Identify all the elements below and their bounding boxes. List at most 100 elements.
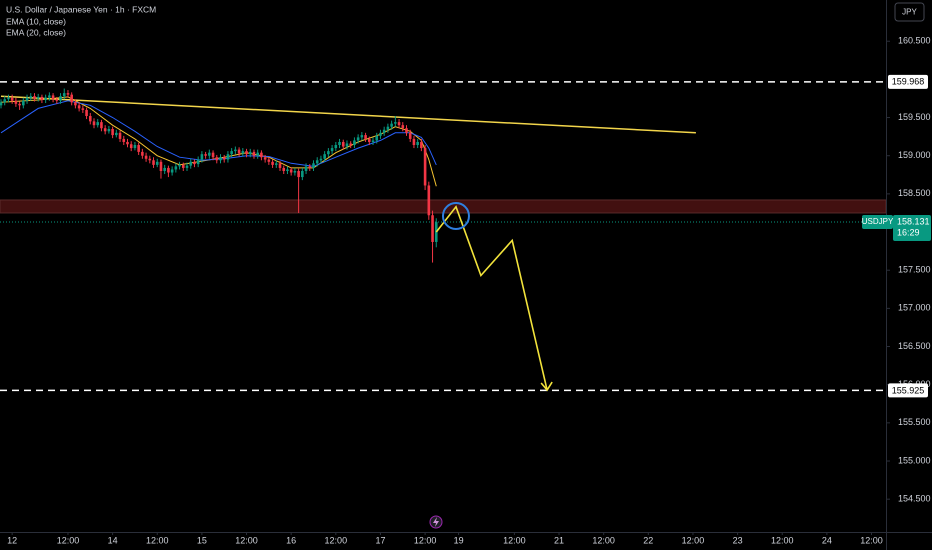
candle-body	[129, 144, 133, 149]
candle-body	[379, 132, 382, 136]
candle-body	[170, 169, 174, 173]
currency-button[interactable]	[894, 2, 925, 22]
candle-body	[144, 155, 148, 159]
candle-body	[260, 152, 263, 158]
candle-body	[397, 122, 401, 126]
candle-body	[293, 170, 297, 173]
price-badge	[893, 215, 931, 242]
candle-body	[107, 128, 111, 132]
level-badge	[888, 74, 928, 89]
y-tick-label: 159.000	[898, 150, 931, 160]
candle-body	[126, 141, 129, 145]
candle-body	[408, 132, 412, 139]
candle-body	[364, 135, 367, 139]
candle-body	[245, 151, 248, 155]
x-tick-label: 12:00	[592, 535, 615, 545]
candle-body	[59, 96, 62, 101]
candle-body	[77, 105, 81, 109]
candle-body	[3, 99, 7, 103]
candle-body	[327, 151, 330, 155]
candle-body	[33, 96, 36, 99]
candle-body	[248, 151, 252, 155]
candle-body	[55, 99, 59, 101]
candle-body	[219, 157, 222, 161]
candle-body	[434, 222, 438, 242]
candle-body	[427, 185, 431, 216]
candle-body	[62, 93, 66, 97]
marker-circle	[441, 202, 470, 231]
candle-body	[7, 97, 10, 100]
candle-body	[133, 145, 137, 149]
candle-body	[252, 151, 256, 156]
candle-body	[267, 159, 271, 162]
candle-body	[323, 154, 326, 159]
candle-body	[29, 96, 33, 98]
candle-body	[416, 141, 419, 146]
x-tick-label: 17	[375, 535, 385, 545]
y-tick-label: 158.500	[898, 188, 931, 198]
indicator-label[interactable]: EMA (10, close)	[6, 16, 66, 26]
candle-body	[241, 151, 245, 154]
candle-body	[226, 154, 230, 160]
candle-body	[196, 159, 200, 165]
candle-body	[386, 126, 390, 130]
x-tick-label: 12:00	[235, 535, 258, 545]
candle-body	[282, 167, 286, 171]
candle-body	[360, 135, 364, 138]
x-tick-label: 16	[286, 535, 296, 545]
projection	[435, 205, 548, 391]
candle-body	[74, 102, 77, 106]
candle-body	[208, 152, 211, 156]
candle-body	[51, 95, 55, 100]
candle-body	[401, 125, 405, 129]
candle-body	[115, 132, 118, 136]
x-tick-label: 14	[108, 535, 118, 545]
candle-body	[178, 164, 181, 167]
candle-body	[390, 123, 393, 127]
symbol-badge	[862, 215, 893, 230]
candle-body	[85, 109, 88, 117]
candle-body	[338, 141, 341, 146]
candle-body	[371, 140, 375, 142]
candle-body	[18, 103, 21, 106]
candle-body	[215, 157, 219, 161]
candle-body	[10, 97, 14, 101]
indicator-label[interactable]: EMA (20, close)	[6, 27, 66, 37]
candle-body	[308, 166, 312, 168]
candle-body	[159, 161, 163, 171]
candle-body	[237, 149, 241, 154]
x-tick-label: 21	[554, 535, 564, 545]
x-tick-label: 12	[7, 535, 17, 545]
level-label: 155.925	[892, 385, 925, 395]
y-tick-label: 155.500	[898, 417, 931, 427]
price-label: 158.131	[897, 216, 930, 226]
candle-body	[122, 138, 126, 142]
candle-body	[375, 135, 379, 141]
candle-body	[431, 215, 434, 242]
candle-body	[222, 157, 226, 160]
candle-body	[44, 97, 47, 100]
x-tick-label: 22	[643, 535, 653, 545]
y-tick-label: 156.500	[898, 341, 931, 351]
y-tick-label: 159.500	[898, 112, 931, 122]
candle-body	[278, 163, 282, 168]
x-tick-label: 12:00	[57, 535, 80, 545]
candle-body	[88, 116, 92, 122]
candle-body	[263, 157, 267, 160]
candle-body	[189, 161, 193, 166]
level-label: 159.968	[892, 77, 925, 87]
x-tick-label: 12:00	[325, 535, 348, 545]
symbol-label: USDJPY	[862, 217, 894, 226]
candle-body	[92, 121, 96, 126]
candle-body	[274, 163, 278, 165]
candle-body	[256, 152, 259, 156]
trendline	[0, 95, 696, 134]
candle-body	[174, 166, 178, 170]
candle-body	[334, 145, 338, 149]
symbol-title: U.S. Dollar / Japanese Yen · 1h · FXCM	[6, 4, 156, 14]
candle-body	[36, 96, 40, 99]
x-tick-label: 15	[197, 535, 207, 545]
